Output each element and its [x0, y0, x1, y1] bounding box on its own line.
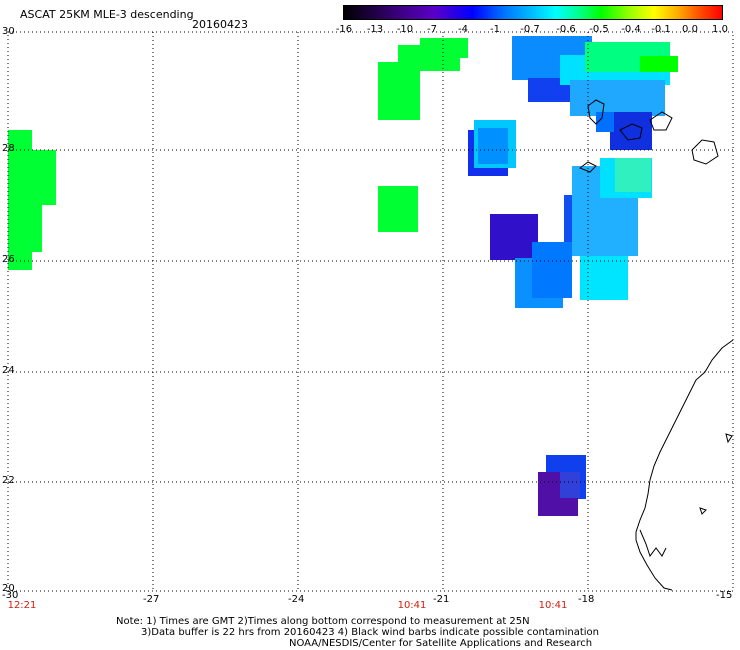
map-date: 20160423 [192, 18, 248, 31]
wind-cell [378, 186, 418, 232]
wind-cells [8, 36, 678, 516]
lon-label: -21 [433, 594, 450, 605]
colorbar-label: -0.6 [556, 24, 576, 35]
colorbar-label: 0.0 [682, 24, 698, 35]
wind-cell [610, 112, 652, 150]
island-outline [578, 161, 597, 173]
lat-label: 20 [2, 583, 15, 594]
note-line-2: 3)Data buffer is 22 hrs from 20160423 4)… [141, 627, 599, 638]
lon-label: -27 [143, 594, 160, 605]
african-coastline [635, 339, 734, 591]
note-line-3: NOAA/NESDIS/Center for Satellite Applica… [289, 638, 593, 649]
wind-cell [640, 56, 678, 72]
time-label: 10:41 [397, 600, 427, 611]
lat-label: 24 [2, 365, 15, 376]
wind-cell [580, 256, 628, 300]
island-outline [619, 123, 643, 141]
colorbar-label: -4 [458, 24, 468, 35]
time-label: 12:21 [7, 600, 37, 611]
lat-label: 28 [2, 143, 15, 154]
wind-cell [596, 112, 614, 132]
colorbar-label: 1.0 [712, 24, 728, 35]
colorbar-label: -7 [427, 24, 437, 35]
wind-cell [532, 242, 572, 298]
wind-cell [570, 80, 665, 116]
gridlines [8, 32, 733, 591]
colorbar-label: -10 [396, 24, 414, 35]
island-outline [649, 111, 673, 131]
map-title: ASCAT 25KM MLE-3 descending [20, 8, 194, 21]
colorbar-label: -13 [366, 24, 384, 35]
coastline [578, 99, 734, 591]
colorbar-label: -0.7 [520, 24, 540, 35]
island-outline [587, 99, 605, 125]
wind-cell [560, 472, 580, 498]
lon-label: -18 [578, 594, 595, 605]
lon-label: -24 [288, 594, 305, 605]
wind-cell [615, 158, 651, 192]
island-outline [725, 433, 733, 444]
lat-label: 22 [2, 475, 15, 486]
wind-cell [30, 200, 42, 252]
colorbar-label: -0.1 [651, 24, 671, 35]
colorbar-label: -16 [335, 24, 353, 35]
wind-cell [490, 214, 538, 260]
lat-label: 26 [2, 254, 15, 265]
note-line-1: Note: 1) Times are GMT 2)Times along bot… [116, 616, 530, 627]
lon-label: -15 [716, 590, 733, 601]
time-label: 10:41 [538, 600, 568, 611]
island-outline [691, 139, 719, 165]
wind-cell [420, 38, 468, 58]
colorbar-label: -0.5 [589, 24, 609, 35]
african-coastline [639, 529, 667, 558]
map-frame [7, 31, 734, 592]
colorbar [343, 5, 723, 20]
lat-label: 30 [2, 26, 15, 37]
lon-label: -30 [2, 590, 19, 601]
wind-cell [8, 130, 32, 270]
colorbar-label: -1 [490, 24, 500, 35]
wind-cell [478, 128, 508, 164]
colorbar-label: -0.4 [621, 24, 641, 35]
wind-cell [378, 62, 420, 120]
wind-cell [30, 150, 56, 205]
island-outline [699, 507, 707, 515]
